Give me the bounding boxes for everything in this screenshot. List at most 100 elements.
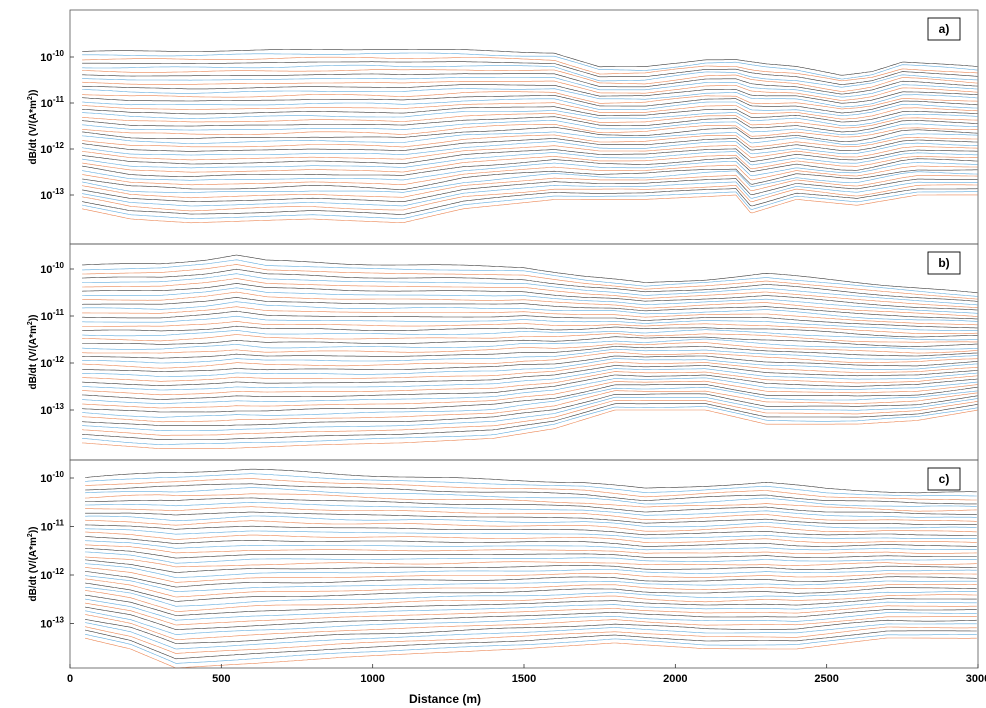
y-axis-label: dB/dt (V/(A*m2)) (27, 526, 39, 601)
trace-line (85, 524, 977, 536)
panel-tag: c) (939, 472, 950, 486)
trace-line (82, 154, 978, 173)
trace-line (82, 377, 978, 404)
trace-line (85, 622, 977, 650)
trace-line (82, 164, 978, 186)
trace-line (85, 586, 977, 607)
x-tick-label: 3000 (966, 673, 986, 685)
panel-b: 10-10 10-11 10-12 10-13 dB/dt (V/(A*m2)) b) (27, 243, 979, 461)
trace-line (85, 497, 977, 515)
trace-line (82, 141, 978, 156)
trace-line (82, 181, 978, 207)
trace-line (82, 119, 978, 135)
x-tick-label: 1000 (360, 673, 384, 685)
trace-line (85, 536, 977, 547)
trace-line (82, 259, 978, 297)
y-tick-label: 10-12 (40, 567, 64, 582)
trace-line (85, 501, 977, 518)
panel-a: 10-10 10-11 10-12 10-13 dB/dt (V/(A*m2)) a) (27, 9, 979, 245)
trace-line (85, 559, 977, 573)
trace-line (82, 56, 978, 82)
trace-line (82, 409, 978, 449)
y-tick-label: 10-13 (40, 402, 64, 417)
trace-line (85, 614, 977, 641)
trace-line (82, 291, 978, 317)
trace-line (82, 170, 978, 193)
trace-line (85, 610, 977, 635)
trace-line (82, 113, 978, 129)
trace-line (82, 110, 978, 127)
trace-line (85, 468, 977, 494)
trace-line (82, 287, 978, 314)
panel-tag: b) (938, 256, 949, 270)
trace-line (82, 106, 978, 123)
trace-line (82, 371, 978, 396)
y-axis-label: dB/dt (V/(A*m2)) (27, 314, 39, 389)
trace-line (82, 126, 978, 142)
trace-line (85, 478, 977, 501)
y-tick-label: 10-10 (40, 49, 64, 64)
trace-line (82, 338, 978, 350)
trace-line (82, 355, 978, 372)
trace-line (82, 361, 978, 382)
trace-line (85, 634, 977, 664)
trace-line (85, 528, 977, 539)
y-axis-label: dB/dt (V/(A*m2)) (27, 89, 39, 164)
trace-line (82, 95, 978, 114)
trace-line (85, 531, 977, 544)
trace-group (82, 49, 978, 224)
trace-group (82, 254, 978, 449)
trace-line (82, 306, 978, 326)
trace-line (82, 254, 978, 294)
trace-line (85, 544, 977, 554)
trace-line (85, 563, 977, 578)
trace-line (82, 168, 978, 190)
trace-line (82, 64, 978, 88)
trace-line (85, 519, 977, 533)
trace-line (82, 390, 978, 423)
trace-line (85, 571, 977, 588)
trace-line (82, 384, 978, 413)
trace-line (82, 264, 978, 300)
trace-line (85, 629, 977, 660)
trace-line (82, 138, 978, 152)
trace-line (85, 598, 977, 621)
panel-tag-box (927, 467, 961, 491)
trace-line (82, 400, 978, 436)
trace-line (82, 157, 978, 178)
trace-line (85, 511, 977, 525)
y-tick-label: 10-13 (40, 616, 64, 631)
trace-line (82, 310, 978, 329)
y-tick-label: 10-11 (41, 308, 65, 323)
trace-line (82, 73, 978, 95)
trace-line (82, 315, 978, 331)
trace-line (85, 582, 977, 602)
trace-line (85, 590, 977, 612)
trace-group (85, 468, 977, 669)
panel-tag-box (927, 17, 961, 41)
y-tick-label: 10-10 (40, 261, 64, 276)
trace-line (85, 473, 977, 497)
trace-line (82, 403, 978, 440)
trace-line (82, 131, 978, 145)
trace-line (82, 84, 978, 104)
trace-line (82, 325, 978, 338)
panel-tag-box (927, 251, 961, 275)
trace-line (85, 515, 977, 529)
trace-line (82, 342, 978, 354)
trace-line (82, 283, 978, 311)
trace-line (82, 393, 978, 426)
trace-line (82, 396, 978, 431)
trace-line (82, 329, 978, 341)
trace-line (82, 348, 978, 364)
trace-line (82, 273, 978, 306)
trace-line (82, 77, 978, 98)
trace-line (82, 178, 978, 202)
trace-line (85, 578, 977, 598)
trace-line (82, 386, 978, 418)
trace-line (82, 333, 978, 343)
trace-line (85, 602, 977, 626)
trace-line (82, 88, 978, 108)
y-tick-label: 10-11 (41, 519, 65, 534)
trace-line (82, 268, 978, 302)
